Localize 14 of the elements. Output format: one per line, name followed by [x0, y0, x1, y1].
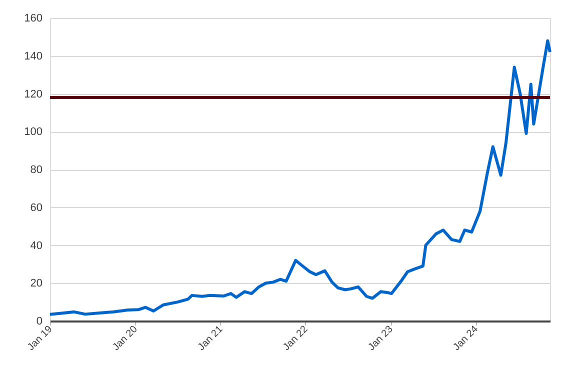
y-tick-label: 60	[30, 202, 42, 214]
y-tick-label: 140	[24, 50, 42, 62]
x-tick-label: Jan 23	[366, 324, 396, 353]
line-series	[48, 39, 552, 316]
y-tick-label: 40	[30, 240, 42, 252]
x-tick-label: Jan 24	[451, 324, 481, 353]
y-tick-label: 80	[30, 164, 42, 176]
x-tick-label: Jan 22	[281, 324, 311, 353]
x-tick-label: Jan 20	[110, 324, 140, 353]
y-tick-label: 20	[30, 278, 42, 290]
y-tick-label: 100	[24, 126, 42, 138]
y-tick-label: 160	[24, 12, 42, 24]
y-tick-label: 120	[24, 88, 42, 100]
x-tick-label: Jan 21	[196, 324, 226, 353]
